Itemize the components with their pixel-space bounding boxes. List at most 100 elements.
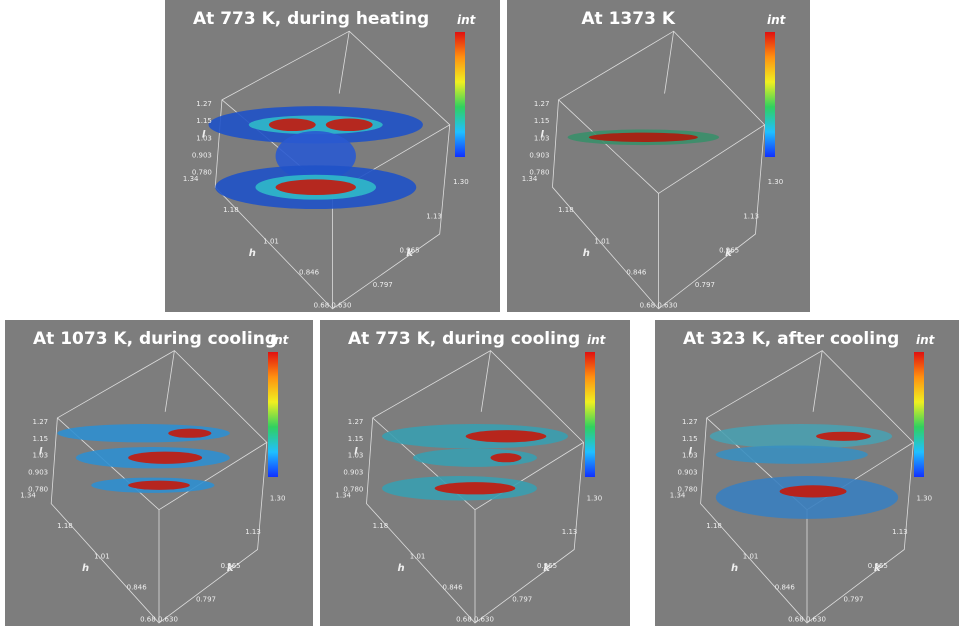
intensity-blob	[434, 482, 516, 495]
intensity-blob	[816, 431, 871, 441]
l-tick-label: 0.903	[529, 152, 549, 160]
h-tick-label: 0.846	[299, 269, 320, 277]
h-axis-label: h	[249, 248, 256, 259]
intensity-blob	[715, 445, 868, 464]
h-tick-label: 1.18	[373, 522, 389, 530]
k-tick-label: 0.797	[695, 281, 715, 289]
l-tick-label: 1.27	[682, 418, 698, 426]
legend-title: int	[767, 13, 787, 27]
k-tick-label: 1.30	[768, 178, 784, 186]
panel-view: int At 773 K, during heating 1.27 1.15 1.03 0…	[183, 9, 477, 310]
corner-label: 0.68 0.630	[640, 301, 678, 309]
intensity-blob	[128, 480, 190, 490]
cube-edge	[812, 350, 823, 412]
l-tick-label: 1.15	[534, 117, 550, 125]
l-tick-label: 1.27	[534, 100, 550, 108]
intensity-blob	[709, 424, 893, 449]
h-tick-label: 1.18	[223, 206, 239, 214]
h-tick-label: 1.34	[522, 175, 538, 183]
colorbar	[268, 352, 278, 477]
k-tick-label: 1.13	[892, 528, 908, 536]
l-tick-label: 0.903	[192, 152, 212, 160]
corner-label: 0.68 0.630	[314, 301, 352, 309]
cube-edge	[658, 124, 765, 194]
k-axis-label: k	[725, 248, 733, 259]
intensity-blob	[57, 424, 230, 443]
cube-edge	[664, 31, 675, 94]
k-axis-label: k	[406, 248, 414, 259]
h-tick-label: 0.846	[775, 583, 796, 591]
k-tick-label: 1.13	[562, 528, 578, 536]
k-tick-label: 0.965	[868, 562, 888, 570]
intensity-blob	[465, 430, 547, 443]
l-axis-label: l	[688, 447, 692, 458]
h-tick-label: 1.34	[335, 491, 351, 499]
cube-frame	[552, 30, 765, 310]
panel: int At 773 K, during cooling 1.27 1.15 1.03 0…	[320, 320, 630, 626]
k-tick-label: 1.30	[916, 495, 932, 503]
legend-title: int	[270, 333, 290, 347]
l-tick-label: 0.780	[28, 485, 48, 493]
intensity-blob	[128, 451, 203, 464]
colorbar	[455, 32, 465, 157]
legend-title: int	[587, 333, 607, 347]
panel: int At 773 K, during heating 1.27 1.15 1.03 0…	[165, 0, 500, 312]
k-tick-label: 0.797	[373, 281, 393, 289]
h-axis-label: h	[731, 563, 738, 574]
panel-title: At 773 K, during heating	[193, 9, 429, 29]
colorbar	[914, 352, 924, 477]
l-tick-label: 0.780	[192, 169, 212, 177]
h-axis-label: h	[398, 563, 405, 574]
k-tick-label: 0.965	[537, 562, 557, 570]
legend-title: int	[457, 13, 477, 27]
cube-edge	[164, 350, 175, 412]
l-axis-label: l	[354, 447, 358, 458]
corner-label: 0.68 0.630	[456, 615, 494, 623]
l-tick-label: 0.780	[343, 485, 363, 493]
h-tick-label: 1.01	[743, 553, 759, 561]
l-tick-label: 1.03	[534, 134, 550, 142]
l-tick-label: 1.27	[33, 418, 49, 426]
intensity-blob	[779, 485, 847, 498]
cube-edge	[158, 442, 268, 511]
h-tick-label: 1.01	[263, 237, 279, 245]
intensity-blob	[268, 118, 316, 132]
intensity-blob	[588, 132, 698, 142]
h-tick-label: 0.846	[127, 583, 148, 591]
k-tick-label: 1.13	[426, 212, 442, 220]
h-tick-label: 1.01	[410, 553, 426, 561]
h-tick-label: 1.34	[670, 491, 686, 499]
l-tick-label: 1.03	[682, 452, 698, 460]
l-tick-label: 1.15	[196, 117, 212, 125]
l-tick-label: 1.15	[348, 435, 364, 443]
k-tick-label: 0.965	[719, 247, 739, 255]
h-tick-label: 1.01	[94, 553, 110, 561]
legend-title: int	[916, 333, 936, 347]
l-tick-label: 0.903	[343, 469, 363, 477]
l-tick-label: 1.15	[682, 435, 698, 443]
k-tick-label: 1.13	[245, 528, 261, 536]
intensity-blob	[275, 179, 356, 195]
k-tick-label: 1.30	[587, 495, 603, 503]
k-tick-label: 1.30	[270, 495, 286, 503]
l-tick-label: 1.27	[196, 100, 212, 108]
panel: int At 323 K, after cooling 1.27 1.15 1.03 0.…	[655, 320, 959, 626]
cube-edge	[480, 350, 491, 412]
l-axis-label: l	[202, 129, 206, 140]
h-tick-label: 1.18	[706, 522, 722, 530]
l-tick-label: 0.903	[28, 469, 48, 477]
intensity-blob	[490, 453, 522, 463]
corner-label: 0.68 0.630	[788, 615, 826, 623]
h-tick-label: 1.34	[20, 491, 36, 499]
l-tick-label: 1.15	[33, 435, 49, 443]
h-axis-label: h	[82, 563, 89, 574]
k-tick-label: 0.965	[221, 562, 241, 570]
corner-label: 0.68 0.630	[140, 615, 178, 623]
k-tick-label: 0.965	[400, 247, 420, 255]
l-tick-label: 0.903	[678, 469, 698, 477]
panel-title: At 1373 K	[581, 9, 675, 29]
cube-edge	[338, 31, 350, 94]
